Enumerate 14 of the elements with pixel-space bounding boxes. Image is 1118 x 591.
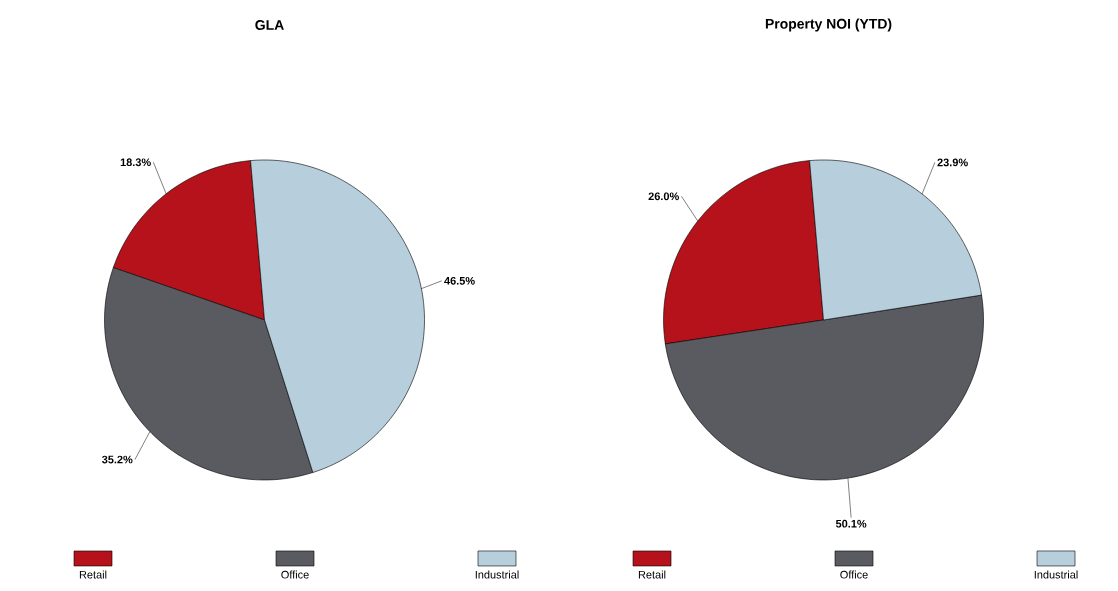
legend-label: Retail [638, 570, 666, 579]
chart-title: Property NOI (YTD) [765, 18, 892, 32]
data-label: 26.0% [648, 192, 679, 201]
data-label: 23.9% [937, 158, 968, 167]
legend-label: Office [281, 570, 309, 579]
data-label: 46.5% [444, 276, 475, 285]
data-label: 35.2% [101, 455, 133, 464]
data-label: 50.1% [835, 519, 867, 528]
legend-label: Industrial [475, 570, 519, 579]
legend-label: Retail [79, 570, 107, 579]
chart-title: GLA [255, 20, 284, 30]
legend-label: Industrial [1034, 570, 1078, 579]
legend-label: Office [840, 570, 868, 579]
data-label: 18.3% [120, 158, 151, 167]
